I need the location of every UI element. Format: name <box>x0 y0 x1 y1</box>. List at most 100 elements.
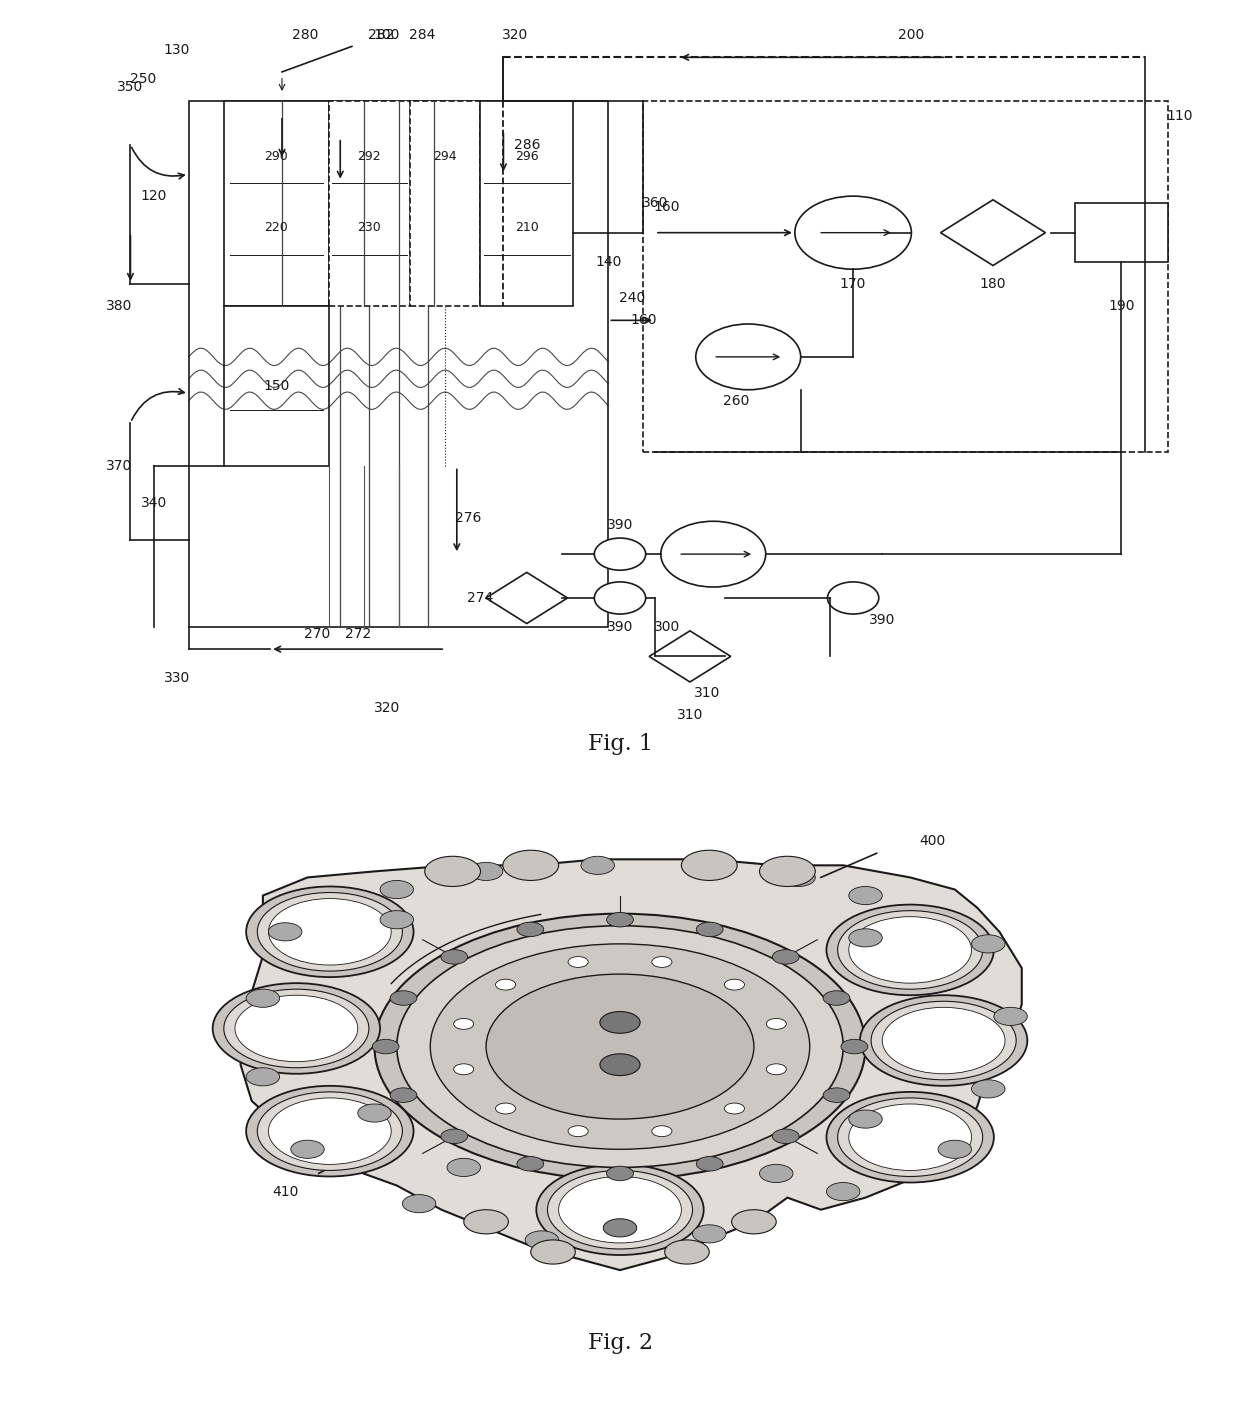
Polygon shape <box>940 200 1045 266</box>
Circle shape <box>536 1165 704 1255</box>
Circle shape <box>424 856 481 887</box>
Bar <box>644 101 1168 452</box>
Circle shape <box>223 989 370 1068</box>
Text: 310: 310 <box>677 708 703 722</box>
Circle shape <box>972 1080 1004 1097</box>
Circle shape <box>580 856 615 874</box>
Circle shape <box>358 1104 392 1123</box>
Text: Fig. 1: Fig. 1 <box>588 733 652 754</box>
Circle shape <box>848 1110 883 1128</box>
Text: 390: 390 <box>606 620 634 634</box>
Circle shape <box>823 991 849 1006</box>
Text: 284: 284 <box>409 28 435 42</box>
Circle shape <box>236 995 358 1062</box>
Text: 340: 340 <box>140 496 167 510</box>
Circle shape <box>402 1194 436 1213</box>
Circle shape <box>848 929 883 947</box>
Circle shape <box>269 899 392 965</box>
Text: 380: 380 <box>105 299 131 313</box>
Circle shape <box>379 881 414 899</box>
Text: 160: 160 <box>653 200 680 214</box>
Circle shape <box>247 887 414 976</box>
Polygon shape <box>486 572 568 624</box>
Circle shape <box>827 582 879 614</box>
Circle shape <box>258 892 403 971</box>
Circle shape <box>268 923 303 941</box>
Circle shape <box>258 1092 403 1170</box>
Circle shape <box>517 1156 543 1170</box>
Circle shape <box>496 1103 516 1114</box>
Text: 110: 110 <box>1167 108 1193 122</box>
Text: 270: 270 <box>304 628 330 642</box>
Circle shape <box>594 582 646 614</box>
Circle shape <box>861 995 1027 1086</box>
Bar <box>480 101 573 306</box>
Circle shape <box>773 1130 799 1144</box>
Text: 240: 240 <box>619 291 645 305</box>
Circle shape <box>548 1170 692 1249</box>
Text: 140: 140 <box>595 254 621 268</box>
Circle shape <box>496 979 516 991</box>
Text: 330: 330 <box>164 672 190 686</box>
Circle shape <box>782 868 816 887</box>
Circle shape <box>503 850 558 881</box>
Circle shape <box>724 979 744 991</box>
Circle shape <box>594 538 646 570</box>
Circle shape <box>391 991 417 1006</box>
Bar <box>329 101 410 306</box>
Circle shape <box>692 856 727 874</box>
Circle shape <box>372 1040 399 1054</box>
Text: 400: 400 <box>919 835 946 849</box>
Circle shape <box>246 1068 280 1086</box>
Text: 210: 210 <box>515 222 538 235</box>
Text: 282: 282 <box>368 28 394 42</box>
Text: 276: 276 <box>455 510 481 524</box>
Text: 160: 160 <box>630 313 656 327</box>
Circle shape <box>661 521 765 587</box>
Circle shape <box>848 916 972 984</box>
Text: 300: 300 <box>653 620 680 634</box>
Circle shape <box>446 1158 481 1176</box>
Circle shape <box>652 957 672 968</box>
Circle shape <box>870 1002 1017 1080</box>
Bar <box>1075 204 1168 261</box>
Text: 320: 320 <box>502 28 528 42</box>
Polygon shape <box>241 860 1022 1270</box>
Circle shape <box>994 1007 1027 1026</box>
Circle shape <box>568 957 588 968</box>
Text: 130: 130 <box>164 44 190 58</box>
Bar <box>223 306 329 466</box>
Circle shape <box>826 1183 861 1201</box>
Circle shape <box>486 974 754 1118</box>
Circle shape <box>464 1210 508 1234</box>
Circle shape <box>606 912 634 927</box>
Text: 180: 180 <box>980 277 1006 291</box>
Text: 290: 290 <box>264 150 288 163</box>
Circle shape <box>665 1239 709 1264</box>
Text: 390: 390 <box>606 518 634 532</box>
Text: 260: 260 <box>723 393 750 407</box>
Text: 294: 294 <box>433 150 458 163</box>
Circle shape <box>454 1064 474 1075</box>
Circle shape <box>826 905 994 995</box>
Text: 190: 190 <box>1109 299 1135 313</box>
Circle shape <box>766 1019 786 1030</box>
Circle shape <box>697 922 723 937</box>
Text: 350: 350 <box>118 80 144 94</box>
Text: 274: 274 <box>467 592 494 606</box>
Circle shape <box>454 1019 474 1030</box>
Circle shape <box>526 1231 558 1249</box>
Circle shape <box>696 325 801 389</box>
Circle shape <box>568 1125 588 1137</box>
Circle shape <box>603 1218 637 1236</box>
Circle shape <box>246 989 280 1007</box>
Text: 410: 410 <box>272 1184 299 1198</box>
Circle shape <box>531 1239 575 1264</box>
Circle shape <box>213 983 379 1073</box>
Circle shape <box>652 1125 672 1137</box>
Circle shape <box>682 850 737 881</box>
Circle shape <box>269 1097 392 1165</box>
Circle shape <box>759 856 816 887</box>
Circle shape <box>441 950 467 964</box>
Text: 250: 250 <box>130 72 156 86</box>
